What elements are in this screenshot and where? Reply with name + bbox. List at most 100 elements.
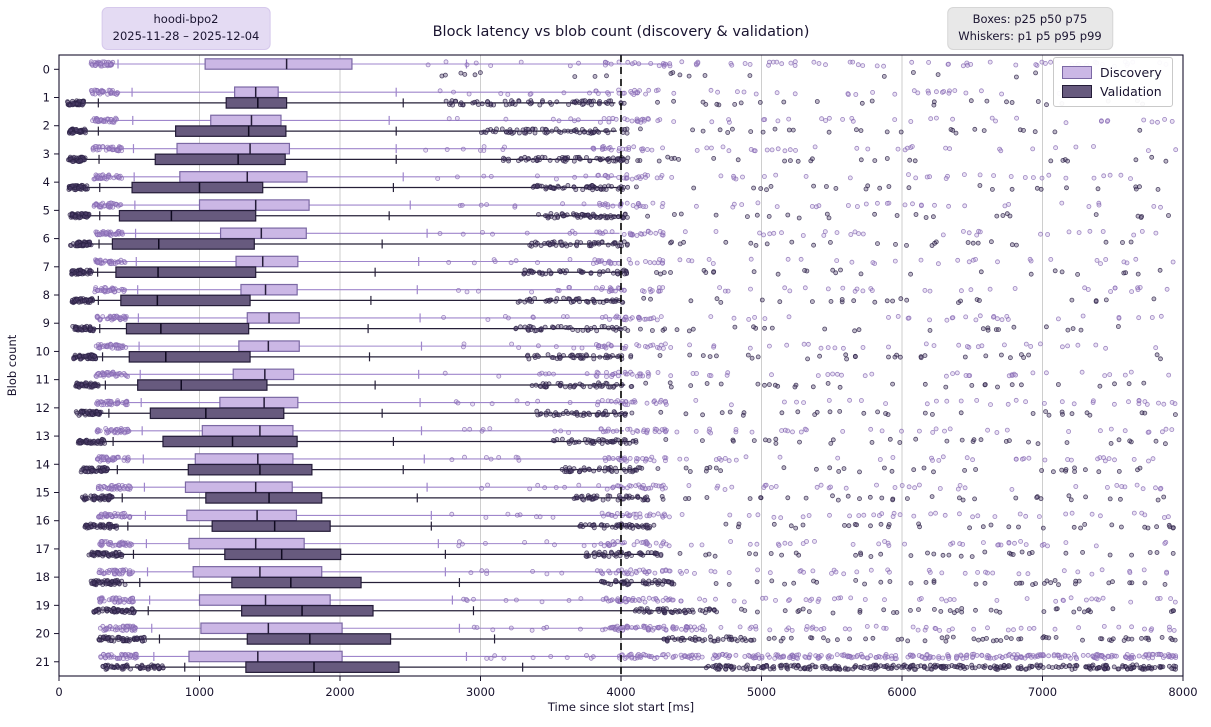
outlier-dot-validation-row-19 (1071, 609, 1077, 615)
outlier-dot-discovery-row-16 (651, 512, 656, 518)
outlier-dot-discovery-row-14 (1106, 456, 1112, 462)
outlier-dot-validation-row-16 (1154, 524, 1159, 530)
outlier-dot-validation-row-4 (764, 187, 769, 193)
outlier-dot-discovery-row-13 (798, 429, 804, 435)
outlier-dot-discovery-row-7 (689, 258, 695, 264)
outlier-dot-discovery-row-19 (1084, 597, 1089, 603)
outlier-dot-discovery-row-3 (895, 146, 901, 152)
outlier-dot-validation-row-11 (628, 384, 634, 390)
outlier-dot-discovery-row-8 (869, 288, 875, 293)
outlier-dot-validation-row-8 (1093, 298, 1099, 304)
outlier-dot-discovery-row-16 (827, 512, 832, 518)
outlier-dot-validation-row-15 (624, 493, 629, 499)
outlier-dot-validation-row-10 (922, 353, 928, 359)
outlier-dot-discovery-row-1 (90, 91, 96, 97)
outlier-dot-validation-row-19 (806, 609, 812, 614)
outlier-dot-validation-row-4 (561, 185, 567, 191)
outlier-dot-discovery-row-7 (706, 256, 712, 262)
outlier-dot-validation-row-7 (579, 270, 585, 275)
outlier-dot-discovery-row-4 (91, 176, 97, 182)
outlier-dot-discovery-row-14 (1065, 457, 1070, 462)
outlier-dot-validation-row-1 (537, 102, 543, 108)
outlier-dot-discovery-row-10 (661, 345, 666, 351)
outlier-dot-discovery-row-1 (926, 90, 931, 96)
outlier-dot-validation-row-10 (583, 352, 589, 358)
outlier-dot-validation-row-18 (656, 578, 662, 584)
outlier-dot-discovery-row-13 (930, 429, 936, 435)
outlier-dot-discovery-row-16 (970, 514, 975, 520)
outlier-dot-validation-row-6 (965, 240, 971, 245)
outlier-dot-discovery-row-2 (928, 116, 934, 122)
outlier-dot-discovery-row-9 (746, 316, 752, 322)
outlier-dot-discovery-row-0 (792, 59, 798, 65)
box-validation-row-16 (211, 520, 331, 532)
outlier-dot-validation-row-15 (642, 495, 648, 501)
outlier-dot-discovery-row-19 (665, 597, 671, 603)
outlier-dot-validation-row-19 (894, 610, 900, 615)
outlier-dot-validation-row-19 (1041, 609, 1047, 614)
outlier-dot-discovery-row-12 (974, 397, 980, 403)
outlier-dot-discovery-row-19 (1024, 596, 1030, 601)
outlier-dot-validation-row-15 (1107, 496, 1113, 502)
outlier-dot-validation-row-6 (542, 241, 547, 246)
outlier-dot-validation-row-18 (122, 582, 128, 588)
outlier-dot-discovery-row-19 (702, 597, 708, 603)
outlier-dot-discovery-row-19 (731, 598, 737, 604)
outlier-dot-discovery-row-2 (726, 117, 731, 122)
outlier-dot-validation-row-2 (725, 130, 731, 135)
outlier-dot-discovery-row-10 (886, 344, 891, 350)
outlier-dot-discovery-row-17 (1163, 539, 1169, 545)
outlier-dot-discovery-row-6 (1087, 228, 1093, 234)
outlier-dot-validation-row-6 (1120, 240, 1125, 245)
outlier-dot-validation-row-11 (718, 381, 724, 387)
outlier-dot-validation-row-2 (82, 126, 87, 132)
outlier-dot-validation-row-8 (584, 298, 589, 304)
outlier-dot-validation-row-8 (714, 296, 720, 302)
outlier-dot-discovery-row-0 (93, 63, 98, 68)
outlier-dot-discovery-row-10 (931, 343, 937, 349)
outlier-dot-discovery-row-19 (1068, 595, 1074, 601)
outlier-dot-validation-row-14 (101, 467, 107, 473)
outlier-dot-discovery-row-6 (103, 229, 109, 235)
outlier-dot-validation-row-19 (916, 607, 921, 612)
outlier-dot-validation-row-7 (775, 271, 781, 277)
outlier-dot-discovery-row-12 (630, 399, 636, 405)
outlier-dot-discovery-row-16 (633, 511, 639, 517)
outlier-dot-validation-row-10 (755, 354, 761, 360)
outlier-dot-discovery-row-5 (610, 203, 616, 209)
outlier-dot-validation-row-0 (881, 74, 887, 79)
outlier-dot-validation-row-13 (763, 437, 768, 443)
outlier-dot-validation-row-0 (670, 70, 676, 75)
outlier-dot-validation-row-18 (726, 582, 732, 587)
outlier-dot-discovery-row-5 (560, 201, 565, 207)
outlier-dot-validation-row-18 (628, 578, 634, 584)
outlier-dot-validation-row-5 (72, 213, 78, 219)
outlier-dot-validation-row-16 (578, 523, 583, 529)
outlier-dot-discovery-row-15 (818, 482, 824, 488)
outlier-dot-validation-row-3 (711, 155, 717, 161)
outlier-dot-discovery-row-17 (607, 542, 612, 548)
outlier-dot-validation-row-17 (868, 554, 874, 559)
outlier-dot-discovery-row-20 (114, 627, 120, 632)
outlier-dot-validation-row-18 (1030, 582, 1035, 587)
outlier-dot-discovery-row-19 (918, 596, 924, 601)
outlier-dot-discovery-row-9 (648, 316, 654, 322)
outlier-dot-validation-row-14 (814, 466, 819, 472)
outlier-dot-validation-row-13 (1127, 438, 1133, 444)
outlier-dot-discovery-row-14 (890, 455, 896, 460)
outlier-dot-discovery-row-11 (950, 371, 955, 377)
outlier-dot-validation-row-6 (904, 242, 909, 248)
outlier-dot-discovery-row-20 (971, 626, 977, 632)
outlier-dot-discovery-row-17 (660, 541, 666, 546)
outlier-dot-discovery-row-17 (699, 542, 705, 548)
outlier-dot-discovery-row-7 (1133, 256, 1139, 262)
outlier-dot-validation-row-17 (614, 551, 619, 557)
box-discovery-row-17 (188, 537, 305, 550)
outlier-dot-validation-row-11 (1112, 381, 1117, 387)
outlier-dot-validation-row-11 (1009, 382, 1015, 388)
outlier-dot-discovery-row-4 (643, 174, 648, 180)
outlier-dot-validation-row-12 (569, 410, 575, 416)
outlier-dot-validation-row-11 (995, 384, 1000, 390)
outlier-dot-validation-row-3 (620, 157, 626, 163)
outlier-dot-validation-row-7 (88, 271, 93, 276)
